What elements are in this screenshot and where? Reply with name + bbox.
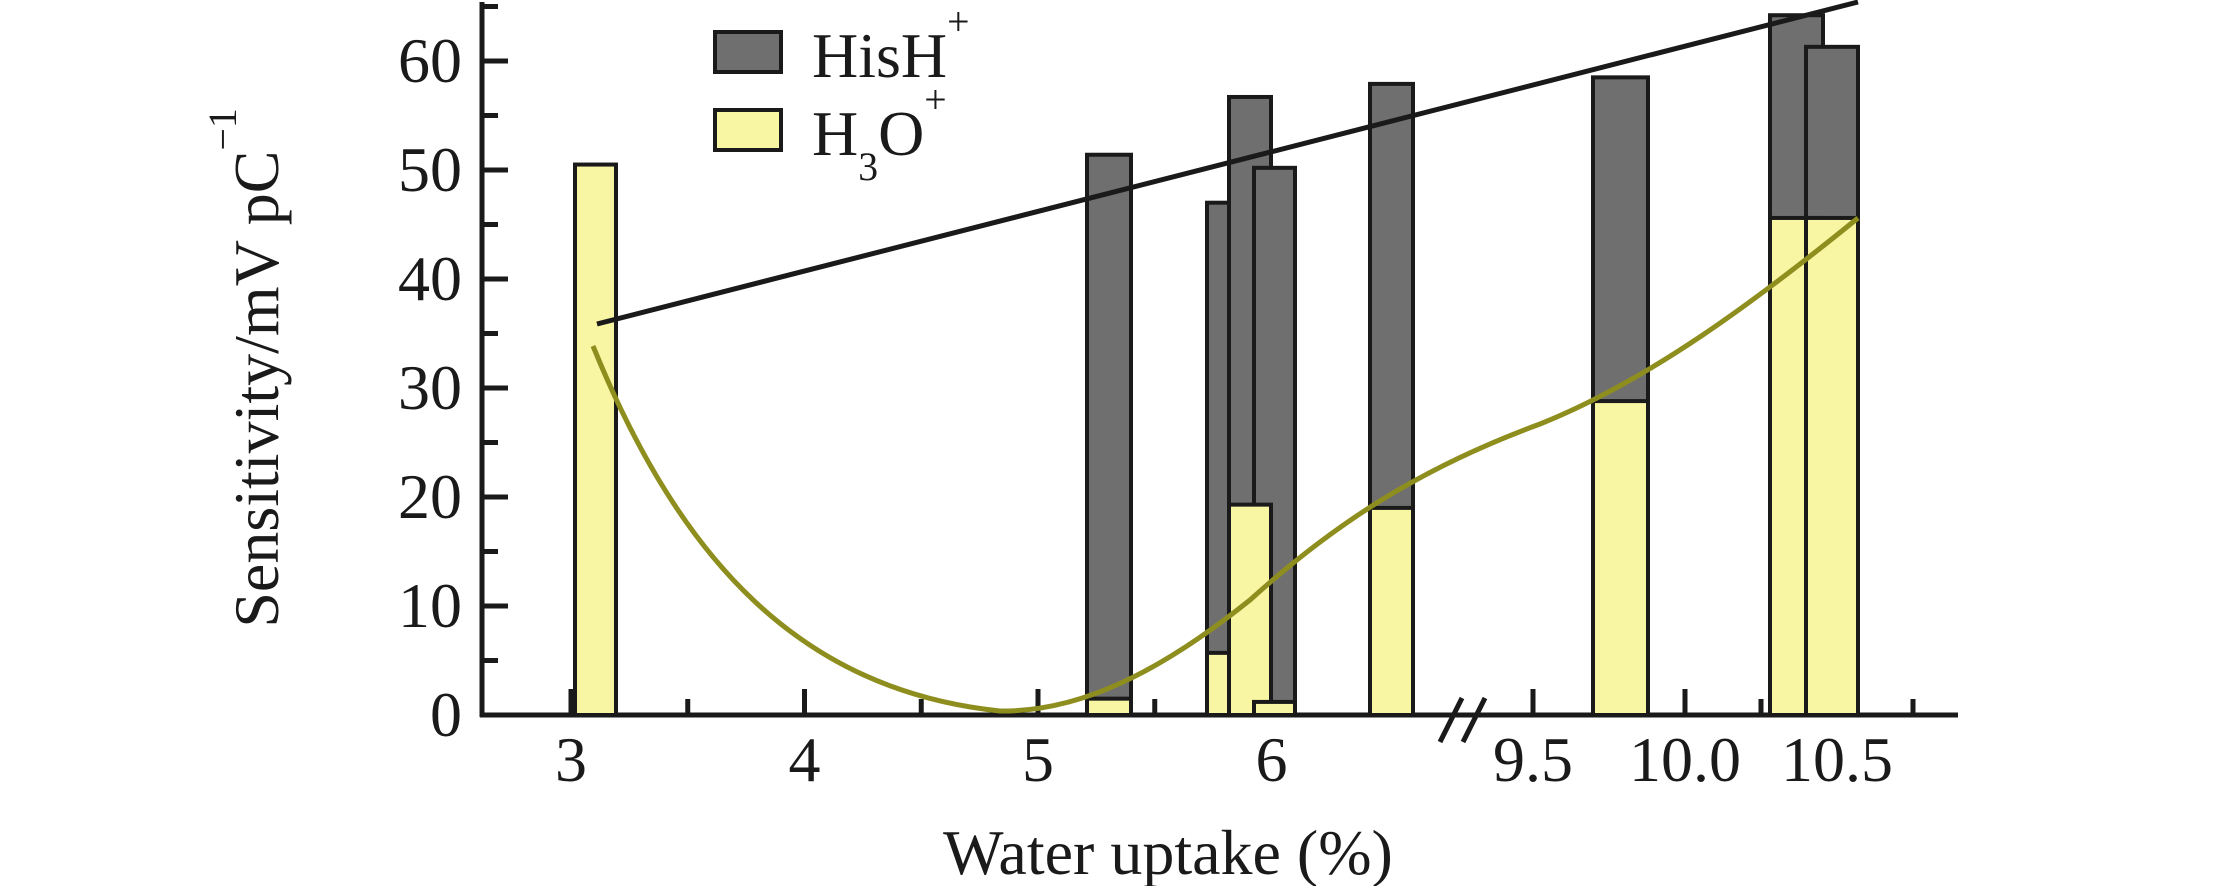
h3o-trend-curve [590, 216, 1860, 714]
legend-label-hish: HisH+ [812, 2, 970, 88]
y-tick-label: 50 [398, 134, 462, 205]
bar-h3o-5 [1368, 505, 1415, 717]
legend-label-h3o-sup: + [924, 77, 947, 122]
x-axis-break-mark [1460, 696, 1488, 744]
hish-trend-line [596, 0, 1859, 327]
legend-label-hish-text: HisH [812, 20, 948, 91]
legend-swatch-hish [713, 30, 783, 74]
legend-label-h3o-p1: H [812, 98, 859, 169]
x-tick-label: 3 [555, 724, 587, 795]
bar-hish-1 [1085, 152, 1133, 718]
x-axis-title: Water uptake (%) [868, 816, 1468, 886]
legend-label-hish-sup: + [947, 0, 970, 44]
bar-hish-4 [1252, 165, 1297, 717]
x-tick-label: 10.5 [1781, 724, 1893, 795]
legend-label-h3o-sub: 3 [858, 144, 879, 189]
x-tick-label: 6 [1256, 724, 1288, 795]
y-tick-label: 10 [398, 570, 462, 641]
x-tick-label: 9.5 [1493, 724, 1573, 795]
y-tick-label: 40 [398, 243, 462, 314]
y-tick-label: 30 [398, 352, 462, 423]
y-tick-label: 60 [398, 25, 462, 96]
x-axis-break-mark [1437, 696, 1465, 744]
bar-h3o-1 [1085, 696, 1133, 718]
y-tick-label: 20 [398, 461, 462, 532]
y-axis-title: Sensitivity/mV pC−1 [201, 68, 292, 668]
bar-h3o-6 [1591, 399, 1650, 717]
bar-h3o-0 [573, 162, 618, 718]
bar-h3o-2 [1205, 650, 1232, 717]
x-tick-label: 4 [789, 724, 821, 795]
x-axis-title-text: Water uptake (%) [943, 817, 1393, 886]
legend-label-h3o-p2: O [878, 98, 925, 169]
bar-hish-2 [1205, 200, 1232, 717]
x-tick-label: 5 [1022, 724, 1054, 795]
bar-h3o-8 [1804, 215, 1860, 718]
legend-label-h3o: H3O+ [812, 80, 947, 187]
x-tick-label: 10.0 [1629, 724, 1741, 795]
y-axis-title-text: Sensitivity/mV pC [221, 150, 292, 628]
y-tick-label: 0 [430, 679, 462, 750]
y-axis-title-superscript: −1 [200, 108, 245, 151]
legend-swatch-h3o [713, 108, 783, 152]
bar-h3o-4 [1252, 699, 1297, 717]
